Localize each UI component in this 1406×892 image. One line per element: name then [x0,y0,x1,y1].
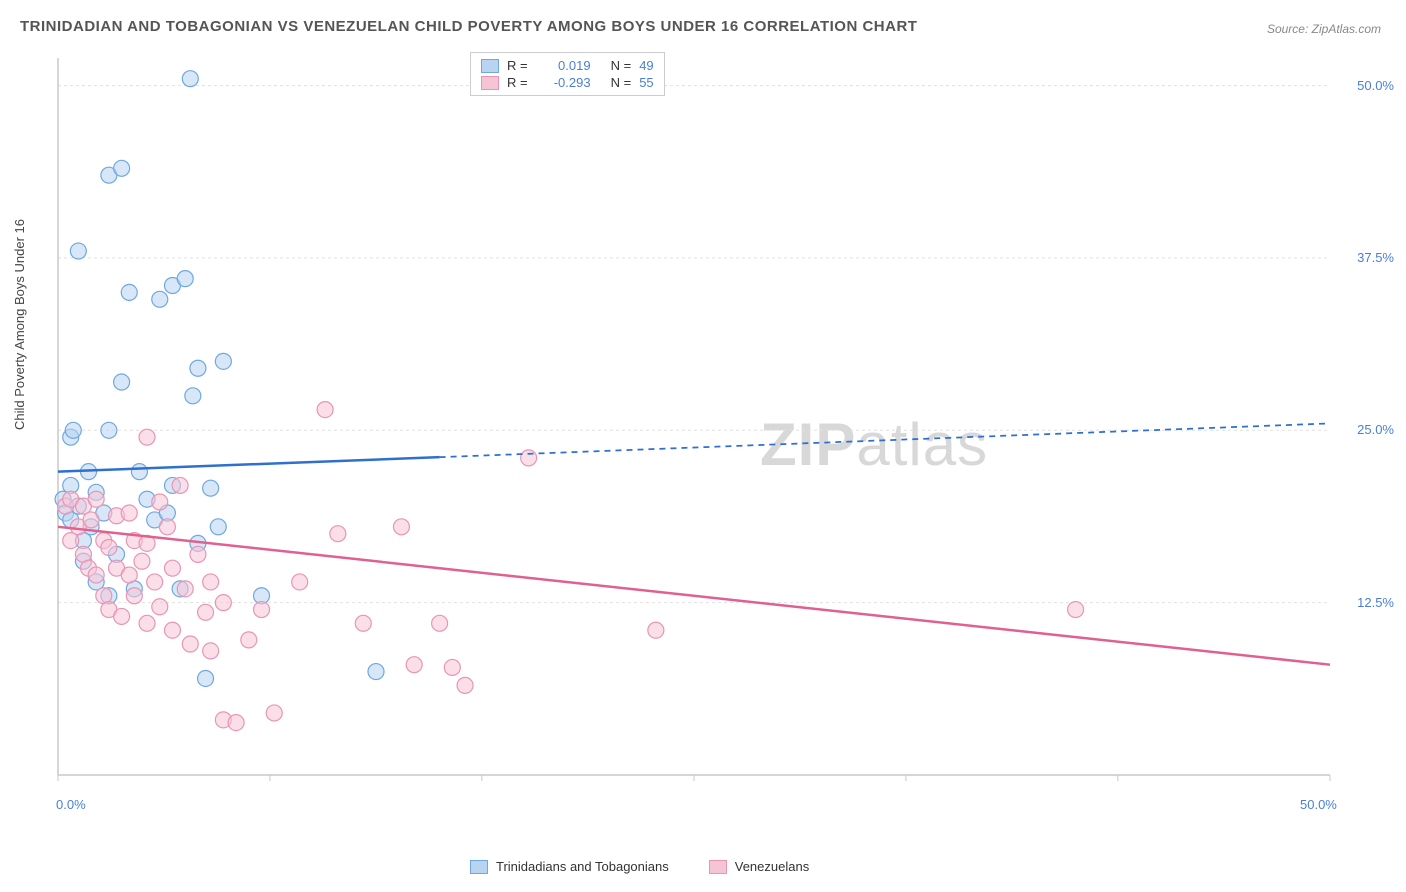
x-tick-left: 0.0% [56,797,86,812]
series-legend: Trinidadians and Tobagonians Venezuelans [470,859,809,874]
scatter-plot [50,50,1380,810]
n-label: N = [611,75,632,90]
n-value: 55 [639,75,653,90]
y-tick-label: 50.0% [1357,78,1394,93]
series-name: Trinidadians and Tobagonians [496,859,669,874]
r-label: R = [507,58,528,73]
series-name: Venezuelans [735,859,809,874]
series-legend-item: Trinidadians and Tobagonians [470,859,669,874]
y-axis-label: Child Poverty Among Boys Under 16 [12,219,27,430]
y-tick-label: 37.5% [1357,250,1394,265]
n-value: 49 [639,58,653,73]
source-attribution: Source: ZipAtlas.com [1267,22,1381,36]
x-tick-right: 50.0% [1300,797,1337,812]
r-value: -0.293 [536,75,591,90]
series-legend-item: Venezuelans [709,859,809,874]
correlation-legend-row: R = -0.293 N = 55 [481,74,654,91]
correlation-legend-row: R = 0.019 N = 49 [481,57,654,74]
y-tick-label: 25.0% [1357,422,1394,437]
legend-swatch [481,59,499,73]
n-label: N = [611,58,632,73]
correlation-legend: R = 0.019 N = 49 R = -0.293 N = 55 [470,52,665,96]
y-tick-label: 12.5% [1357,595,1394,610]
chart-title: TRINIDADIAN AND TOBAGONIAN VS VENEZUELAN… [20,18,917,35]
r-value: 0.019 [536,58,591,73]
legend-swatch [481,76,499,90]
legend-swatch [470,860,488,874]
r-label: R = [507,75,528,90]
legend-swatch [709,860,727,874]
